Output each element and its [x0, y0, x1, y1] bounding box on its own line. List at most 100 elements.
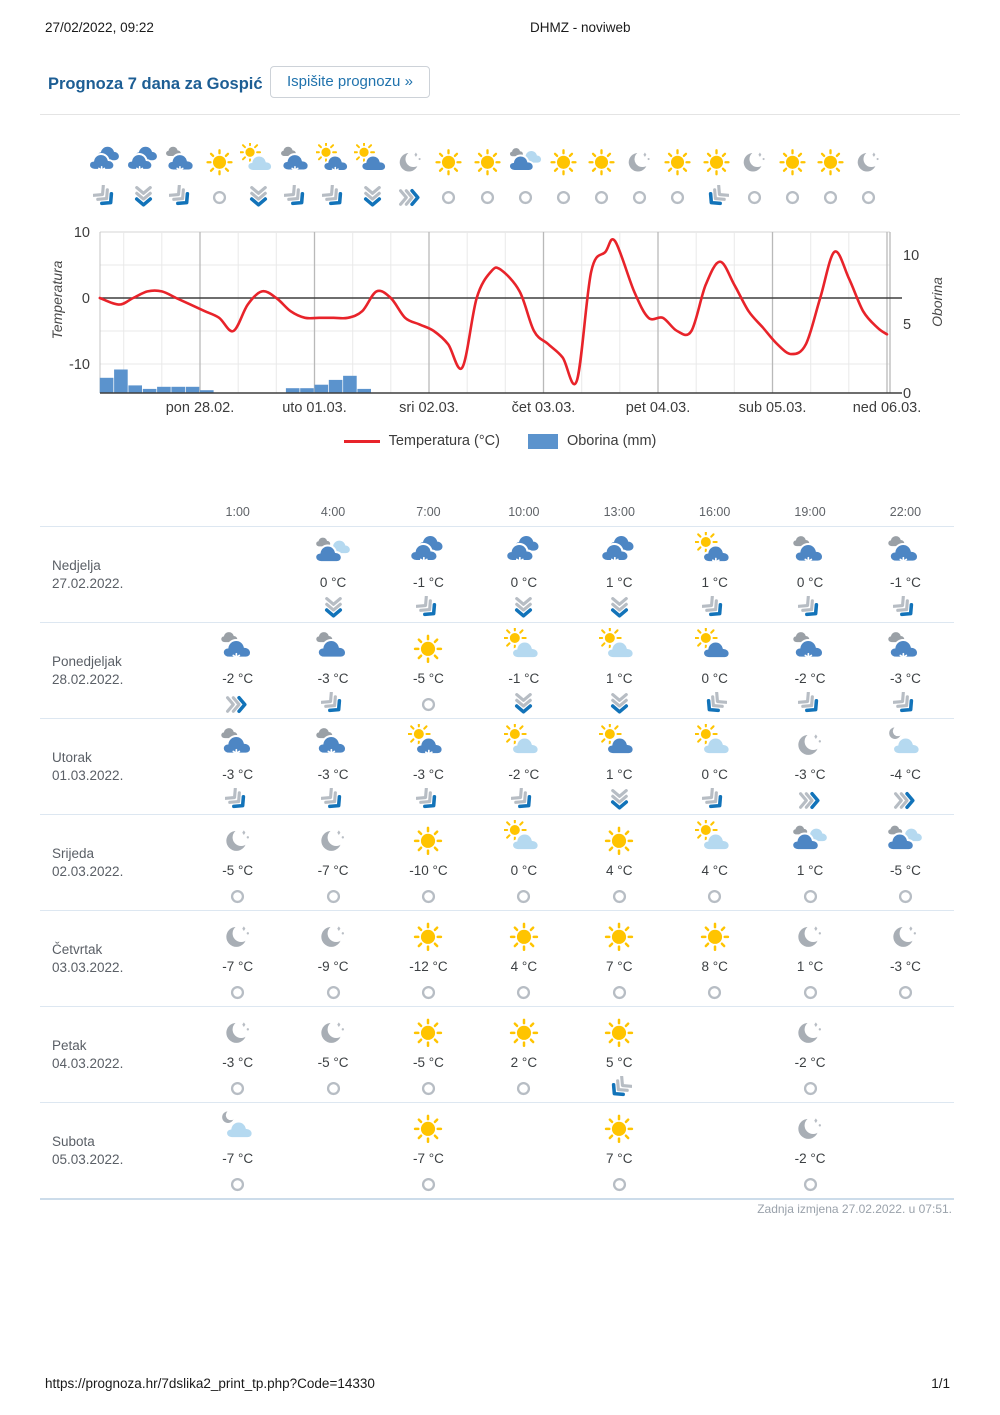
wind-calm-icon — [607, 1172, 632, 1197]
forecast-cell: -7 °C — [190, 1103, 285, 1198]
svg-text:10: 10 — [903, 248, 919, 264]
temperature-value: -7 °C — [222, 959, 254, 974]
day-name: Utorak — [52, 749, 92, 765]
forecast-chart: 10 0 -10 10 5 0 Temperatura Oborina pon 28.02. ut… — [49, 225, 945, 416]
temperature-value: 1 °C — [606, 575, 633, 590]
temperature-value: -5 °C — [413, 671, 444, 686]
forecast-cell: 0 °C — [762, 527, 857, 622]
temperature-value: 1 °C — [796, 959, 824, 974]
temperature-value: 0 °C — [796, 575, 824, 590]
wind-down-icon — [360, 185, 385, 210]
forecast-cell-empty — [667, 1007, 762, 1102]
legend-temperature-label: Temperatura (°C) — [388, 433, 500, 449]
svg-text:ned 06.03.: ned 06.03. — [853, 400, 922, 416]
forecast-cell: -2 °C — [762, 1103, 857, 1198]
wind-se-icon — [797, 692, 823, 717]
wind-calm-icon — [513, 185, 538, 210]
wind-calm-icon — [798, 884, 823, 909]
wind-se-icon — [92, 185, 118, 210]
wind-down-icon — [131, 185, 156, 210]
wind-se-icon — [892, 596, 918, 621]
moon-icon — [313, 916, 353, 956]
wind-calm-icon — [207, 185, 232, 210]
forecast-cell: 1 °C — [572, 527, 667, 622]
moon-icon — [736, 143, 773, 180]
gray-snow-icon — [163, 143, 200, 180]
forecast-cell-empty — [858, 1103, 953, 1198]
wind-calm-icon — [665, 185, 690, 210]
temperature-value: 1 °C — [796, 863, 824, 878]
day-label: Ponedjeljak 28.02.2022. — [40, 623, 190, 718]
wind-down-icon — [511, 692, 536, 717]
day-date: 04.03.2022. — [52, 1055, 124, 1071]
wind-calm-icon — [607, 884, 632, 909]
day-date: 28.02.2022. — [52, 671, 124, 687]
temperature-value: 4 °C — [510, 959, 538, 974]
wind-calm-icon — [742, 185, 767, 210]
wind-calm-icon — [416, 1172, 441, 1197]
print-forecast-button[interactable]: Ispišite prognozu » — [270, 66, 430, 98]
wind-calm-icon — [893, 884, 918, 909]
svg-text:pon 28.02.: pon 28.02. — [166, 400, 235, 416]
forecast-cell: -2 °C — [762, 1007, 857, 1102]
forecast-cell: 1 °C — [762, 911, 857, 1006]
wind-calm-icon — [416, 692, 441, 717]
wind-calm-icon — [589, 185, 614, 210]
footer-page-number: 1/1 — [931, 1376, 950, 1391]
time-header: 1:00 — [225, 505, 250, 519]
wind-calm-icon — [225, 1076, 250, 1101]
gray-snow-icon — [218, 724, 258, 764]
gray-snow-icon — [278, 143, 315, 180]
sun-icon — [408, 1108, 448, 1148]
temperature-value: -7 °C — [222, 1151, 254, 1166]
temperature-value: 2 °C — [510, 1055, 538, 1070]
partly-sun-light-icon — [239, 143, 277, 180]
partly-sun-light-icon — [694, 724, 735, 764]
forecast-cell: -3 °C — [858, 911, 953, 1006]
wind-down-icon — [607, 596, 632, 621]
forecast-cell: -5 °C — [381, 1007, 476, 1102]
day-date: 27.02.2022. — [52, 575, 124, 591]
wind-left-icon — [704, 185, 729, 210]
forecast-cell: -3 °C — [762, 719, 857, 814]
wind-calm-icon — [321, 1076, 346, 1101]
temperature-value: -3 °C — [317, 671, 349, 686]
wind-calm-icon — [225, 884, 250, 909]
wind-se-icon — [511, 788, 536, 813]
day-date: 03.03.2022. — [52, 959, 124, 975]
time-header: 16:00 — [699, 505, 731, 519]
forecast-cell: -5 °C — [285, 1007, 380, 1102]
temperature-value: -3 °C — [317, 767, 349, 782]
temperature-value: 0 °C — [701, 767, 728, 782]
partly-sun-light-icon — [694, 820, 735, 860]
wind-calm-icon — [702, 884, 727, 909]
day-name: Srijeda — [52, 845, 95, 861]
sun-icon — [408, 820, 448, 860]
wind-se-icon — [797, 596, 823, 621]
day-date: 01.03.2022. — [52, 767, 124, 783]
moon-icon — [392, 143, 429, 180]
wind-se-icon — [169, 185, 194, 210]
svg-text:sub 05.03.: sub 05.03. — [739, 400, 807, 416]
wind-calm-icon — [798, 1172, 823, 1197]
temperature-value: 0 °C — [701, 671, 728, 686]
day-label: Utorak 01.03.2022. — [40, 719, 190, 814]
wind-calm-icon — [511, 980, 536, 1005]
sun-icon — [201, 143, 238, 180]
forecast-cell-empty — [190, 527, 285, 622]
temperature-value: 1 °C — [701, 575, 728, 590]
temperature-value: 8 °C — [701, 959, 728, 974]
wind-calm-icon — [321, 980, 346, 1005]
temperature-line-sample — [343, 439, 380, 443]
forecast-cell: -3 °C — [285, 719, 380, 814]
moon-icon — [790, 1108, 830, 1148]
svg-text:0: 0 — [903, 386, 911, 402]
forecast-cell: 7 °C — [572, 1103, 667, 1198]
sun-icon — [583, 143, 620, 180]
forecast-cell: -7 °C — [285, 815, 380, 910]
forecast-cell: -12 °C — [381, 911, 476, 1006]
snow-icon — [599, 532, 639, 572]
sun-icon — [469, 143, 506, 180]
gray-snow-icon — [885, 628, 925, 668]
partly-sun-blue-icon — [599, 724, 639, 764]
